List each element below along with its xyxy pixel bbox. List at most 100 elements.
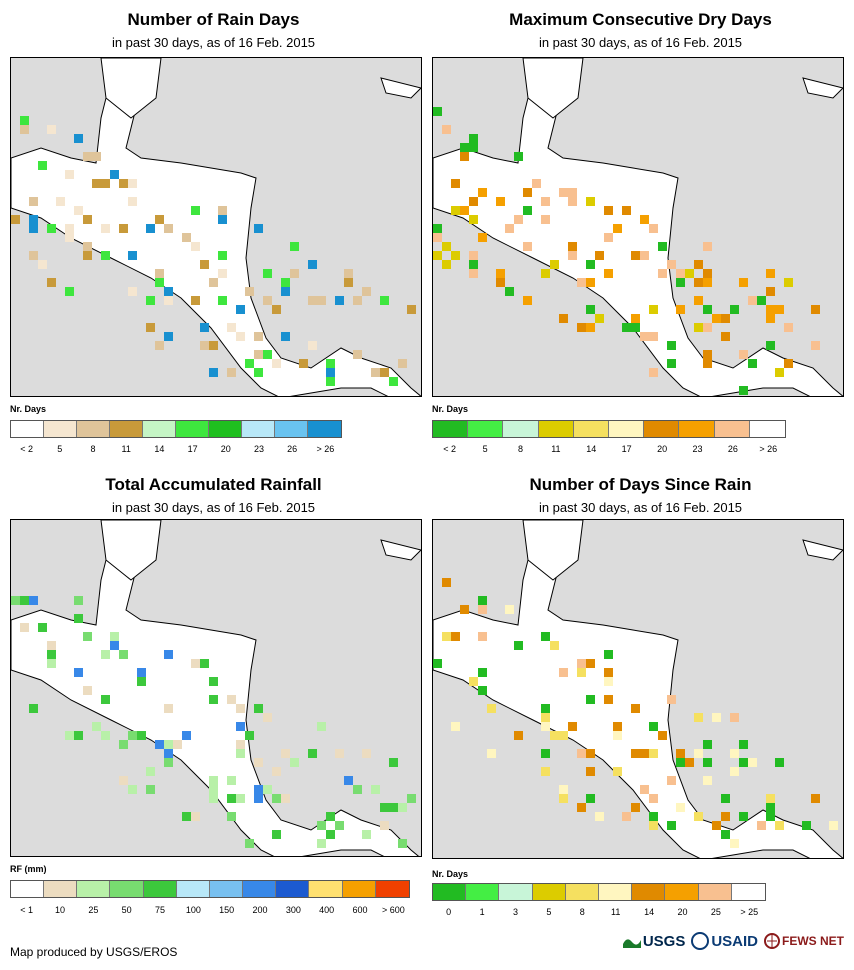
map-pixel [263,269,272,278]
map-pixel [559,668,568,677]
map-pixel [586,305,595,314]
legend-swatch [433,884,467,900]
map-pixel [173,740,182,749]
map-pixel [245,731,254,740]
map-pixel [739,386,748,395]
map-pixel [263,713,272,722]
fewsnet-globe-icon [764,933,780,949]
map-pixel [766,803,775,812]
map-pixel [47,659,56,668]
map-pixel [74,614,83,623]
map-pixel [281,749,290,758]
map-pixel [218,251,227,260]
legend-tick-label: 0 [446,907,452,917]
legend-tick-label: 20 [657,444,668,454]
panel-subtitle: in past 30 days, as of 16 Feb. 2015 [538,35,743,50]
map-pixel [442,260,451,269]
legend-swatch [565,884,599,900]
map-pixel [236,305,245,314]
map-pixel [559,785,568,794]
map-pixel [380,803,389,812]
map-pixel [586,695,595,704]
legend-swatch [644,421,680,437]
map-pixel [550,260,559,269]
map-pixel [748,296,757,305]
map-pixel [460,152,469,161]
map-pixel [730,305,739,314]
map-pixel [362,749,371,758]
map-pixel [694,260,703,269]
map-pixel [227,812,236,821]
map-pixel [83,686,92,695]
map-pixel [559,794,568,803]
map-pixel [272,359,281,368]
legend-swatch [375,881,409,897]
map-pixel [586,260,595,269]
map-pixel [74,731,83,740]
legend-tick-label: 400 [319,905,335,915]
map-pixel [658,731,667,740]
legend-tick-label: 20 [677,907,688,917]
map-pixel [541,713,550,722]
map-pixel [586,197,595,206]
map-pixel [559,188,568,197]
map-pixel [649,794,658,803]
map-pixel [829,821,838,830]
map-pixel [586,767,595,776]
map-pixel [137,731,146,740]
map-pixel [326,812,335,821]
legend-swatch [714,421,750,437]
legend-tick-label: 100 [185,905,201,915]
map-pixel [613,722,622,731]
legend-tick-label: 1 [479,907,485,917]
map-pixel [703,278,712,287]
map-pixel [721,794,730,803]
legend-bar [10,420,342,438]
map-pixel [766,269,775,278]
map-pixel [191,206,200,215]
map-pixel [209,695,218,704]
map-pixel [604,269,613,278]
map-pixel [272,830,281,839]
map-pixel [11,596,20,605]
map-pixel [281,794,290,803]
map-pixel [101,731,110,740]
map-pixel [622,323,631,332]
map-pixel [775,305,784,314]
legend-tick-label: 8 [90,444,96,454]
map-pixel [766,794,775,803]
legend-swatch [309,881,343,897]
land-outline [433,76,843,396]
map-pixel [398,839,407,848]
map-pixel [541,722,550,731]
map-pixel [550,731,559,740]
map-max-dry-days [432,57,844,397]
map-pixel [218,206,227,215]
map-pixel [263,350,272,359]
panel-max-dry-days: Maximum Consecutive Dry Days in past 30 … [427,0,854,485]
legend-label: Nr. Days [432,869,469,879]
map-pixel [523,206,532,215]
map-pixel [640,215,649,224]
map-pixel [236,722,245,731]
map-pixel [703,242,712,251]
map-pixel [649,305,658,314]
map-pixel [649,722,658,731]
map-pixel [811,341,820,350]
legend-tick-label: 3 [512,907,519,917]
map-pixel [568,188,577,197]
map-pixel [65,170,74,179]
map-pixel [469,677,478,686]
legend-tick-label: 14 [586,444,597,454]
map-pixel [92,179,101,188]
map-total-rainfall [10,519,422,857]
map-pixel [218,215,227,224]
map-pixel [20,596,29,605]
legend-bar [432,883,766,901]
map-svg [433,58,843,396]
map-pixel [389,758,398,767]
map-pixel [523,188,532,197]
map-pixel [676,269,685,278]
map-pixel [164,332,173,341]
map-pixel [550,641,559,650]
